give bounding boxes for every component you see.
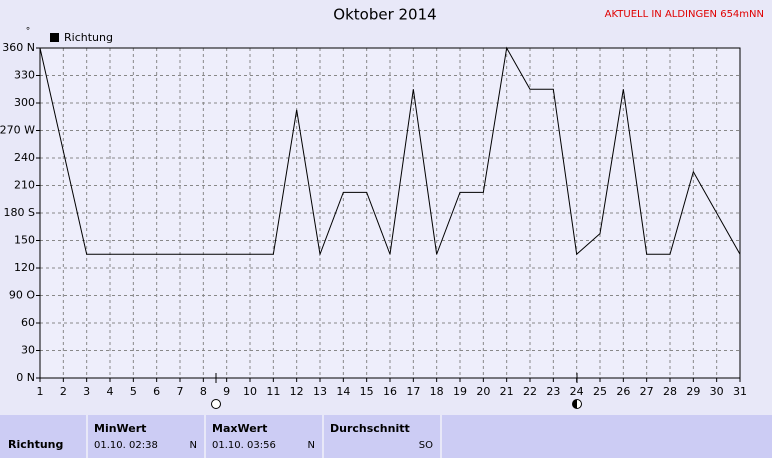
x-tick-label: 16 (383, 385, 397, 398)
x-tick-label: 5 (130, 385, 137, 398)
x-tick-label: 29 (686, 385, 700, 398)
cell-value: SO (419, 440, 433, 451)
y-tick-label: 180 S (4, 206, 35, 219)
x-tick-label: 18 (430, 385, 444, 398)
x-tick-label: 26 (616, 385, 630, 398)
table-cell (442, 415, 772, 458)
cell-date: 01.10. 02:38 (94, 440, 158, 451)
moon-icon (211, 399, 221, 409)
y-tick-label: 270 W (0, 124, 35, 137)
column-header: MaxWert (212, 422, 267, 435)
table-cell (88, 415, 204, 458)
row-label: Richtung (8, 438, 63, 451)
x-tick-label: 30 (710, 385, 724, 398)
grid (39, 47, 741, 379)
y-tick-label: 90 O (9, 289, 35, 302)
x-tick-label: 23 (546, 385, 560, 398)
unit: ° (26, 27, 31, 37)
cell-value: N (308, 440, 315, 451)
x-tick-label: 25 (593, 385, 607, 398)
x-tick-label: 13 (313, 385, 327, 398)
y-tick-label: 360 N (2, 41, 35, 54)
y-tick-label: 30 (21, 344, 35, 357)
x-tick-label: 10 (243, 385, 257, 398)
x-tick-label: 4 (107, 385, 114, 398)
annotation: AKTUELL IN ALDINGEN 654mNN (605, 9, 764, 20)
legend-label: Richtung (64, 31, 113, 44)
y-tick-label: 300 (14, 96, 35, 109)
column-header: MinWert (94, 422, 146, 435)
x-tick-label: 6 (153, 385, 160, 398)
x-tick-label: 31 (733, 385, 747, 398)
x-tick-label: 7 (177, 385, 184, 398)
x-tick-label: 27 (640, 385, 654, 398)
x-tick-label: 9 (223, 385, 230, 398)
x-tick-label: 20 (476, 385, 490, 398)
y-tick-label: 150 (14, 234, 35, 247)
y-tick-label: 210 (14, 179, 35, 192)
y-tick-label: 60 (21, 316, 35, 329)
y-tick-label: 0 N (16, 371, 35, 384)
x-tick-label: 21 (500, 385, 514, 398)
table-cell (206, 415, 322, 458)
y-tick-label: 330 (14, 69, 35, 82)
cell-value: N (190, 440, 197, 451)
chart-title: Oktober 2014 (333, 6, 436, 24)
x-tick-label: 14 (336, 385, 350, 398)
x-tick-label: 28 (663, 385, 677, 398)
cell-date: 01.10. 03:56 (212, 440, 276, 451)
x-tick-label: 19 (453, 385, 467, 398)
x-tick-label: 24 (570, 385, 584, 398)
x-tick-label: 8 (200, 385, 207, 398)
x-tick-label: 3 (83, 385, 90, 398)
y-tick-label: 120 (14, 261, 35, 274)
data-line (39, 46, 741, 257)
x-tick-label: 11 (266, 385, 280, 398)
stats-table: Richtung MinWert 01.10. 02:38 N MaxWert … (0, 415, 772, 458)
x-tick-label: 22 (523, 385, 537, 398)
x-tick-label: 12 (290, 385, 304, 398)
x-tick-label: 1 (37, 385, 44, 398)
column-header: Durchschnitt (330, 422, 410, 435)
legend-swatch (50, 33, 59, 42)
x-tick-label: 15 (360, 385, 374, 398)
table-cell (0, 415, 86, 458)
x-tick-label: 2 (60, 385, 67, 398)
table-cell (324, 415, 440, 458)
moon-icon (572, 399, 577, 409)
y-tick-label: 240 (14, 151, 35, 164)
x-tick-label: 17 (406, 385, 420, 398)
